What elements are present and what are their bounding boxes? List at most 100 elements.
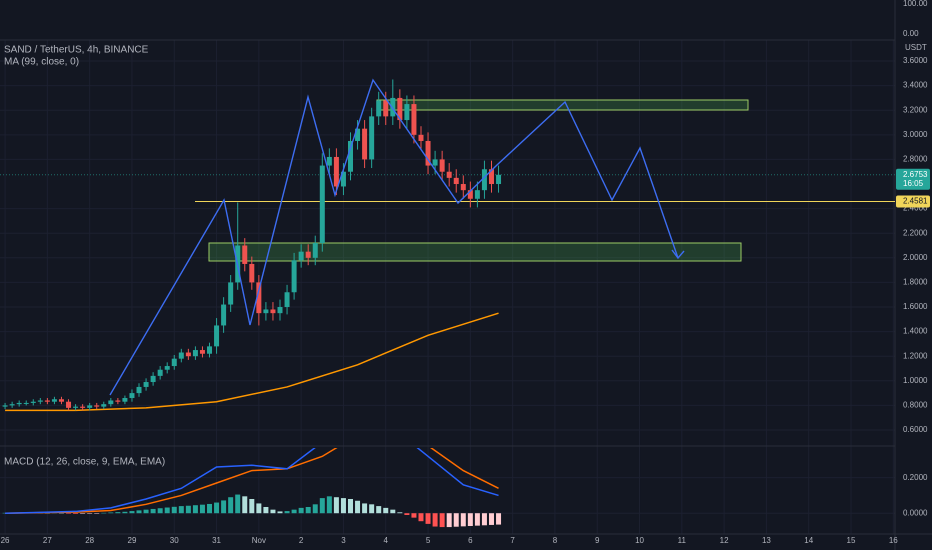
y-tick-label: 1.0000 xyxy=(903,376,928,385)
macd-histogram-bar xyxy=(347,498,353,514)
macd-histogram-bar xyxy=(446,513,452,528)
last-price-badge xyxy=(896,168,930,190)
candle-body xyxy=(171,358,177,367)
x-tick-label: 4 xyxy=(384,536,389,545)
macd-histogram-bar xyxy=(460,513,466,527)
macd-histogram-bar xyxy=(496,513,502,525)
y-tick-label: 3.2000 xyxy=(903,105,928,114)
marks xyxy=(0,79,895,528)
macd-histogram-bar xyxy=(207,503,213,514)
candle-body xyxy=(192,350,198,357)
candle-body xyxy=(23,402,29,404)
macd-histogram-bar xyxy=(80,513,86,514)
macd-signal-line xyxy=(5,448,499,514)
candle-body xyxy=(164,366,170,370)
macd-histogram-bar xyxy=(362,503,368,514)
candle-body xyxy=(185,352,191,357)
macd-histogram-bar xyxy=(157,508,163,514)
candle-body xyxy=(298,251,304,261)
macd-histogram-bar xyxy=(355,500,361,514)
last-price-label: 2.6753 xyxy=(903,170,928,179)
macd-histogram-bar xyxy=(164,507,170,514)
y-tick-label: 1.2000 xyxy=(903,351,928,360)
x-tick-label: 8 xyxy=(553,536,558,545)
candle-body xyxy=(277,307,283,314)
candle-body xyxy=(129,393,135,399)
candle-body xyxy=(221,304,227,326)
y-tick-label: 1.8000 xyxy=(903,278,928,287)
candle-body xyxy=(326,156,332,166)
x-tick-label: 2 xyxy=(299,536,304,545)
macd-histogram-bar xyxy=(319,498,325,514)
macd-histogram-bar xyxy=(242,496,248,514)
x-tick-label: 6 xyxy=(468,536,473,545)
candle-body xyxy=(291,260,297,293)
macd-histogram-bar xyxy=(73,513,79,514)
y-tick-label: 3.4000 xyxy=(903,81,928,90)
x-tick-label: 5 xyxy=(426,536,431,545)
macd-histogram-bar xyxy=(143,509,149,514)
x-tick-label: 29 xyxy=(128,536,137,545)
candle-body xyxy=(228,282,234,305)
candle-body xyxy=(432,159,438,166)
candle-body xyxy=(481,169,487,191)
macd-histogram-bar xyxy=(249,498,255,514)
macd-histogram-bar xyxy=(312,504,318,514)
candle-body xyxy=(362,128,368,160)
candle-body xyxy=(263,309,269,314)
candle-body xyxy=(284,292,290,308)
macd-histogram-bar xyxy=(277,511,283,514)
macd-histogram-bar xyxy=(284,511,290,514)
macd-histogram-bar xyxy=(94,513,100,514)
macd-histogram-bar xyxy=(221,500,227,514)
macd-histogram-bar xyxy=(122,511,128,514)
macd-histogram-bar xyxy=(214,502,220,514)
macd-histogram-bar xyxy=(263,506,269,514)
candle-body xyxy=(207,346,213,354)
candle-body xyxy=(178,352,184,359)
currency-label: USDT xyxy=(905,43,927,52)
macd-histogram-bar xyxy=(298,507,304,514)
x-tick-label: Nov xyxy=(252,536,266,545)
candle-body xyxy=(418,134,424,141)
top-pane-tick-label: 0.00 xyxy=(903,29,919,38)
x-tick-label: 10 xyxy=(635,536,644,545)
top-pane-tick-label: 100.00 xyxy=(903,0,928,8)
macd-histogram-bar xyxy=(199,504,205,514)
candle-body xyxy=(460,184,466,191)
candle-body xyxy=(446,171,452,178)
x-tick-label: 14 xyxy=(804,536,813,545)
macd-histogram-bar xyxy=(185,505,191,514)
x-tick-label: 7 xyxy=(510,536,515,545)
candle-body xyxy=(122,398,128,402)
macd-histogram-bar xyxy=(115,512,121,514)
candle-body xyxy=(467,190,473,199)
macd-tick-label: 0.2000 xyxy=(903,473,928,482)
y-tick-label: 1.6000 xyxy=(903,302,928,311)
candle-body xyxy=(340,171,346,187)
macd-histogram-bar xyxy=(150,508,156,514)
candle-body xyxy=(249,263,255,283)
y-tick-label: 2.2000 xyxy=(903,228,928,237)
x-tick-label: 11 xyxy=(678,536,687,545)
candle-body xyxy=(496,174,502,185)
candle-body xyxy=(66,401,72,408)
x-tick-label: 31 xyxy=(212,536,221,545)
macd-histogram-bar xyxy=(171,506,177,514)
projection-line xyxy=(109,78,679,396)
candle-body xyxy=(44,400,50,402)
candle-body xyxy=(319,165,325,244)
x-tick-label: 30 xyxy=(170,536,179,545)
macd-histogram-bar xyxy=(178,506,184,514)
macd-histogram-bar xyxy=(340,498,346,514)
candle-body xyxy=(242,245,248,264)
x-tick-label: 12 xyxy=(720,536,729,545)
x-tick-label: 28 xyxy=(85,536,94,545)
candle-body xyxy=(439,159,445,172)
candle-body xyxy=(51,399,57,402)
support-zone xyxy=(208,242,742,262)
macd-histogram-bar xyxy=(256,503,262,514)
macd-histogram-bar xyxy=(192,505,198,514)
candle-body xyxy=(305,251,311,258)
